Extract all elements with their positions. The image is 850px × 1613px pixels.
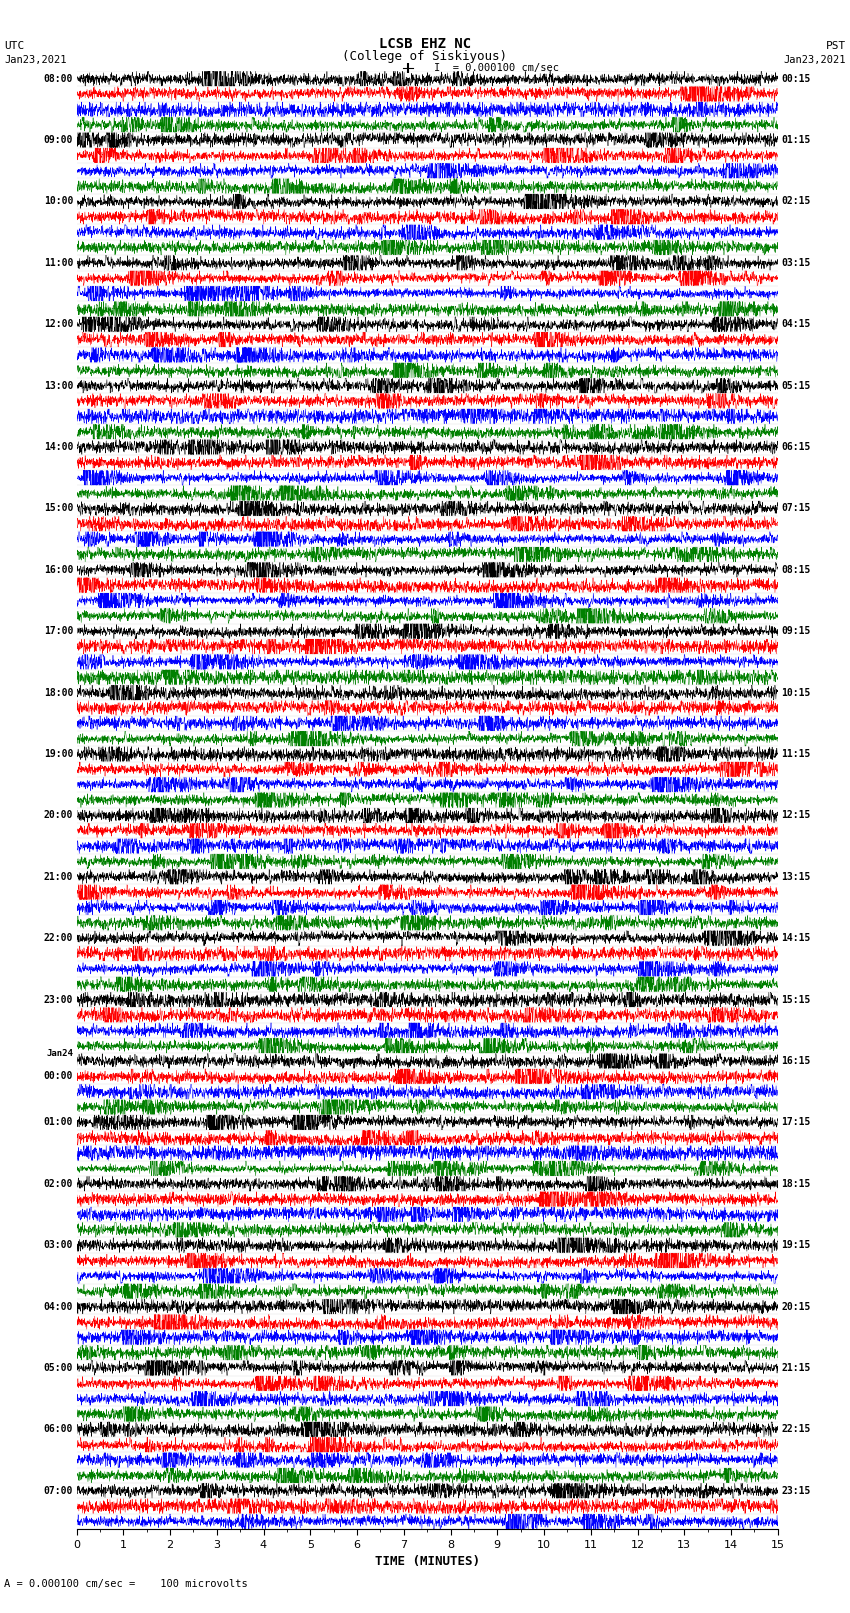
Text: 21:00: 21:00 [43,871,73,882]
Text: 14:15: 14:15 [781,934,811,944]
Text: 11:15: 11:15 [781,748,811,760]
Text: 03:15: 03:15 [781,258,811,268]
Text: Jan23,2021: Jan23,2021 [4,55,67,65]
Text: 09:00: 09:00 [43,135,73,145]
Text: PST: PST [825,40,846,52]
Text: 19:15: 19:15 [781,1240,811,1250]
Text: 22:15: 22:15 [781,1424,811,1434]
Text: 07:15: 07:15 [781,503,811,513]
Text: 00:00: 00:00 [43,1071,73,1081]
Text: (College of Siskiyous): (College of Siskiyous) [343,50,507,63]
Text: 21:15: 21:15 [781,1363,811,1373]
Text: 13:15: 13:15 [781,871,811,882]
Text: 08:15: 08:15 [781,565,811,574]
Text: 09:15: 09:15 [781,626,811,636]
Text: 17:15: 17:15 [781,1118,811,1127]
Text: 04:15: 04:15 [781,319,811,329]
Text: I  = 0.000100 cm/sec: I = 0.000100 cm/sec [434,63,558,73]
Text: 13:00: 13:00 [43,381,73,390]
Text: 15:15: 15:15 [781,995,811,1005]
Text: 12:15: 12:15 [781,810,811,821]
Text: 20:15: 20:15 [781,1302,811,1311]
Text: 10:00: 10:00 [43,197,73,206]
Text: 02:00: 02:00 [43,1179,73,1189]
Text: 22:00: 22:00 [43,934,73,944]
Text: 16:15: 16:15 [781,1057,811,1066]
Text: 07:00: 07:00 [43,1486,73,1495]
Text: LCSB EHZ NC: LCSB EHZ NC [379,37,471,52]
Text: 00:15: 00:15 [781,74,811,84]
Text: 08:00: 08:00 [43,74,73,84]
Text: 03:00: 03:00 [43,1240,73,1250]
Text: 19:00: 19:00 [43,748,73,760]
Text: 18:00: 18:00 [43,687,73,697]
Text: 01:15: 01:15 [781,135,811,145]
Text: 20:00: 20:00 [43,810,73,821]
Text: A = 0.000100 cm/sec =    100 microvolts: A = 0.000100 cm/sec = 100 microvolts [4,1579,248,1589]
Text: 11:00: 11:00 [43,258,73,268]
Text: 06:15: 06:15 [781,442,811,452]
Text: 17:00: 17:00 [43,626,73,636]
Text: 02:15: 02:15 [781,197,811,206]
Text: 04:00: 04:00 [43,1302,73,1311]
Text: 10:15: 10:15 [781,687,811,697]
Text: 05:00: 05:00 [43,1363,73,1373]
Text: 16:00: 16:00 [43,565,73,574]
Text: Jan24: Jan24 [46,1048,73,1058]
Text: 15:00: 15:00 [43,503,73,513]
Text: 05:15: 05:15 [781,381,811,390]
Text: 14:00: 14:00 [43,442,73,452]
Text: Jan23,2021: Jan23,2021 [783,55,846,65]
Text: 12:00: 12:00 [43,319,73,329]
Text: 23:15: 23:15 [781,1486,811,1495]
Text: 23:00: 23:00 [43,995,73,1005]
Text: 01:00: 01:00 [43,1118,73,1127]
Text: 18:15: 18:15 [781,1179,811,1189]
X-axis label: TIME (MINUTES): TIME (MINUTES) [375,1555,479,1568]
Text: UTC: UTC [4,40,25,52]
Text: 06:00: 06:00 [43,1424,73,1434]
